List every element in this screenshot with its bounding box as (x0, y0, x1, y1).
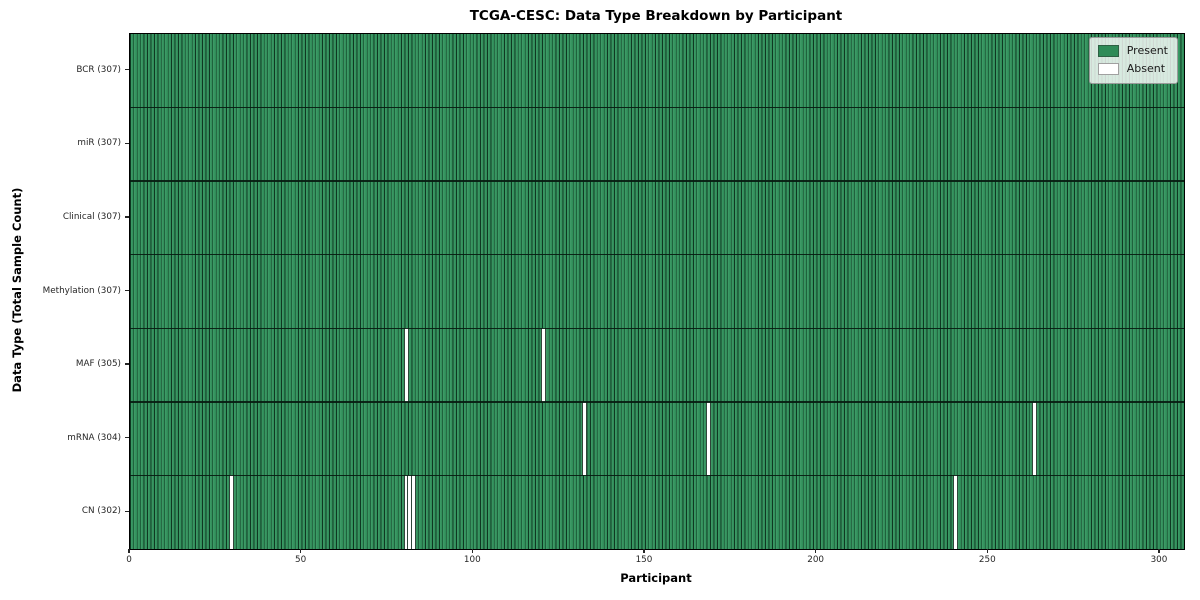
x-tick-label: 200 (807, 555, 825, 565)
y-tick-label: Methylation (307) (42, 285, 121, 296)
x-tick-label: 0 (126, 555, 132, 565)
x-tick-mark (300, 549, 302, 553)
absent-cell (541, 328, 547, 402)
heatmap-row-bcr (130, 34, 1184, 108)
y-tick-mark (125, 289, 129, 292)
legend-item-present: Present (1097, 44, 1168, 57)
legend-swatch-absent (1097, 63, 1119, 75)
x-tick-label: 250 (978, 555, 996, 565)
absent-cell (953, 475, 959, 549)
chart-title: TCGA-CESC: Data Type Breakdown by Partic… (469, 8, 843, 24)
heatmap-row-cn (130, 475, 1184, 549)
y-tick-mark (125, 216, 129, 218)
legend-label: Absent (1126, 62, 1166, 75)
row-divider (130, 327, 1184, 329)
y-tick-label: MAF (305) (75, 359, 121, 370)
legend-item-absent: Absent (1097, 62, 1168, 75)
absent-cell (1032, 401, 1038, 476)
x-tick-label: 100 (463, 555, 481, 565)
heatmap-row-clinical (130, 181, 1184, 255)
y-tick-label: CN (302) (81, 506, 121, 517)
plot-area: Present Absent (129, 33, 1185, 550)
row-divider (130, 180, 1184, 182)
x-tick-label: 50 (295, 555, 307, 565)
x-tick-mark (643, 549, 645, 553)
y-tick-mark (125, 69, 129, 71)
absent-cell (410, 475, 416, 549)
y-tick-label: miR (307) (77, 138, 121, 149)
x-axis-title: Participant (620, 571, 692, 585)
heatmap-row-mrna (130, 401, 1184, 476)
absent-cell (706, 401, 711, 476)
x-tick-mark (1158, 549, 1160, 553)
y-tick-mark (125, 142, 129, 144)
absent-cell (228, 475, 234, 549)
x-tick-mark (815, 549, 817, 553)
x-tick-label: 150 (635, 555, 653, 565)
legend-swatch-present (1097, 45, 1119, 57)
row-divider (130, 106, 1184, 109)
x-tick-mark (128, 549, 130, 553)
row-divider (130, 474, 1184, 477)
y-tick-label: Clinical (307) (62, 211, 121, 222)
absent-cell (403, 328, 409, 402)
x-tick-mark (471, 549, 473, 553)
legend-label: Present (1126, 44, 1168, 57)
absent-cell (582, 401, 588, 476)
row-divider (130, 254, 1184, 256)
y-tick-label: BCR (307) (76, 64, 121, 75)
y-tick-label: mRNA (304) (67, 432, 121, 443)
row-divider (130, 401, 1184, 403)
y-tick-mark (125, 510, 129, 512)
heatmap-row-mir (130, 107, 1184, 182)
x-tick-mark (986, 549, 988, 553)
heatmap-row-maf (130, 328, 1184, 402)
y-tick-mark (125, 363, 129, 365)
heatmap-row-methylation (130, 254, 1184, 329)
y-tick-mark (125, 437, 129, 439)
x-tick-label: 300 (1150, 555, 1168, 565)
legend: Present Absent (1088, 37, 1178, 84)
